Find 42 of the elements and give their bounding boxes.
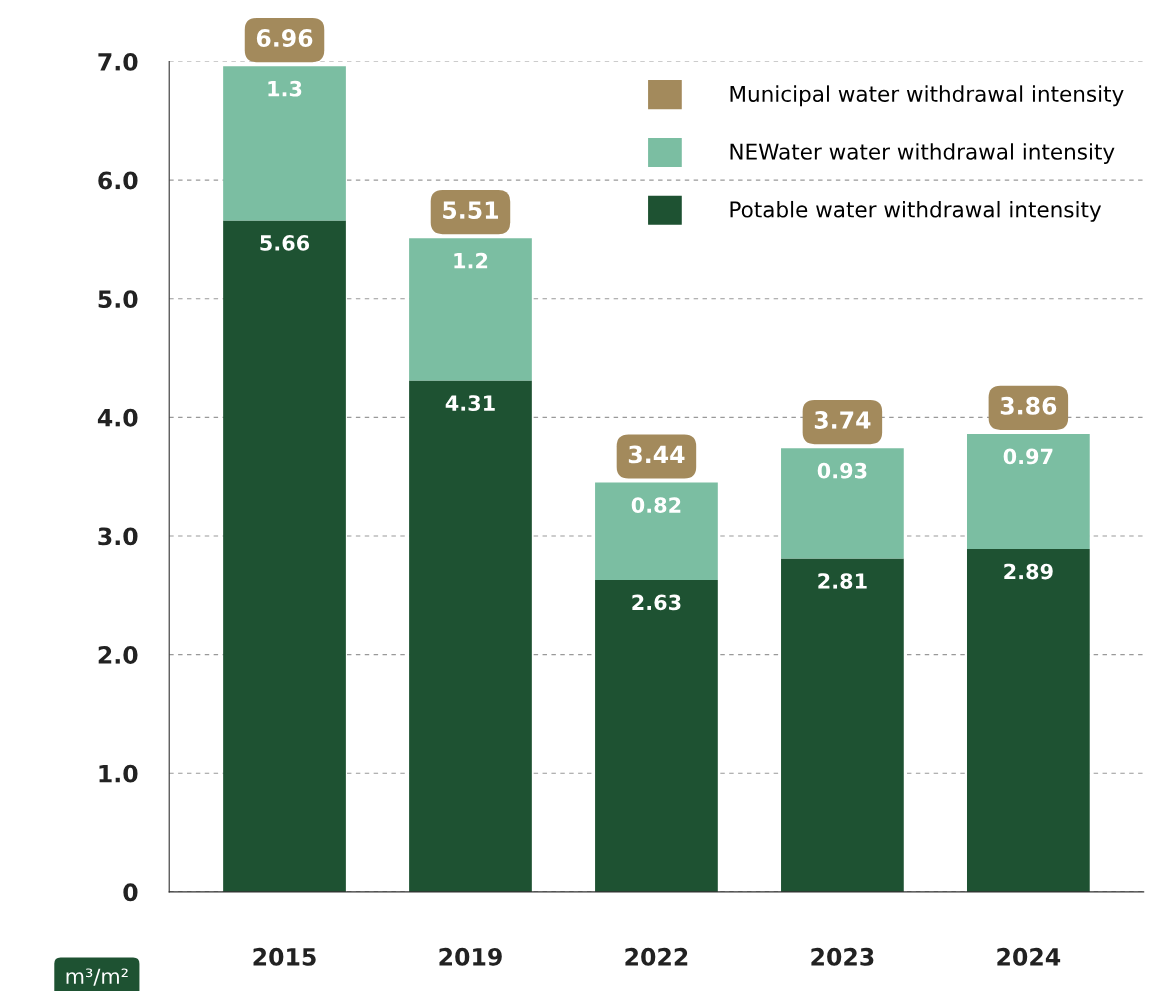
total-label: 3.74 <box>814 411 871 429</box>
y-tick-label: 4.0 <box>97 408 138 427</box>
y-tick-label: 7.0 <box>98 52 138 71</box>
bar <box>781 558 904 892</box>
bar <box>967 433 1090 550</box>
bar <box>595 579 718 892</box>
data-label: 2.81 <box>818 573 867 589</box>
legend-label: Municipal water withdrawal intensity <box>730 85 1124 107</box>
legend-label: Potable water withdrawal intensity <box>730 200 1102 222</box>
data-label: 1.3 <box>268 80 302 97</box>
data-label: 4.31 <box>445 395 495 411</box>
x-tick-label: 2022 <box>625 947 688 966</box>
data-label: 2.89 <box>1004 563 1053 580</box>
text: m³/m² <box>66 968 128 986</box>
x-tick-label: 2019 <box>439 947 502 966</box>
data-label: 2.63 <box>632 594 681 611</box>
y-tick-label: 0 <box>123 883 138 902</box>
bar <box>781 448 904 559</box>
y-tick-label: 3.0 <box>98 527 138 546</box>
y-tick-label: 5.0 <box>98 290 138 309</box>
legend-label: NEWater water withdrawal intensity <box>730 143 1115 164</box>
bar <box>595 482 718 580</box>
data-label: 0.82 <box>631 497 681 513</box>
bar <box>967 549 1090 892</box>
total-label: 3.44 <box>628 445 685 464</box>
y-tick-label: 1.0 <box>99 764 138 783</box>
bar <box>223 220 346 892</box>
x-tick-label: 2023 <box>811 947 874 966</box>
total-label: 3.86 <box>1000 396 1057 415</box>
data-label: 0.93 <box>817 462 867 479</box>
data-label: 1.2 <box>454 252 488 269</box>
bar <box>223 66 346 221</box>
data-label: 0.97 <box>1003 448 1053 465</box>
bar <box>409 238 532 381</box>
bar <box>409 380 532 892</box>
total-label: 6.96 <box>256 29 313 47</box>
y-tick-label: 6.0 <box>98 171 138 190</box>
total-label: 5.51 <box>443 201 498 219</box>
y-tick-label: 2.0 <box>98 646 138 664</box>
data-label: 5.66 <box>260 235 310 251</box>
x-tick-label: 2024 <box>997 947 1061 966</box>
x-tick-label: 2015 <box>253 947 316 966</box>
